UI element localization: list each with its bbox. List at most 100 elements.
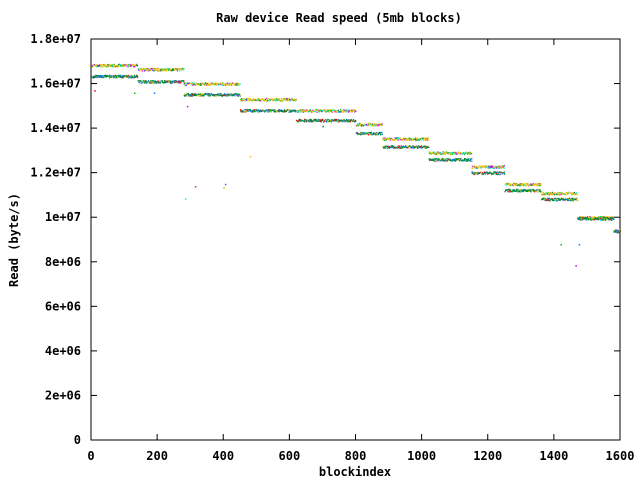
- data-point: [223, 93, 226, 95]
- data-point: [200, 84, 202, 86]
- data-point: [222, 83, 224, 85]
- data-point: [597, 218, 599, 220]
- data-point: [571, 200, 573, 202]
- data-point: [361, 132, 363, 134]
- data-point: [286, 100, 288, 102]
- data-point: [183, 94, 185, 97]
- data-point: [453, 160, 455, 162]
- data-point: [487, 173, 489, 175]
- data-point: [131, 75, 133, 77]
- data-point: [497, 172, 499, 174]
- data-point: [332, 119, 334, 121]
- data-point: [320, 120, 322, 122]
- data-point: [114, 76, 116, 79]
- data-point: [198, 95, 200, 97]
- data-point: [610, 216, 612, 219]
- data-point: [208, 84, 211, 86]
- data-point: [363, 132, 365, 134]
- data-point: [353, 110, 355, 112]
- data-point: [504, 184, 506, 186]
- data-point: [175, 81, 177, 83]
- data-point: [102, 76, 104, 78]
- data-point: [113, 66, 115, 68]
- data-point: [414, 137, 416, 139]
- data-point: [152, 68, 155, 70]
- data-point: [567, 192, 569, 194]
- data-point: [122, 64, 124, 66]
- data-point: [488, 165, 490, 167]
- data-point: [447, 151, 449, 154]
- data-point: [256, 98, 258, 100]
- data-point: [366, 123, 368, 125]
- data-point: [242, 98, 244, 100]
- data-point: [610, 219, 613, 221]
- data-point: [430, 153, 433, 155]
- data-point: [459, 152, 461, 155]
- data-point: [100, 77, 102, 79]
- data-point: [384, 137, 386, 139]
- data-point: [248, 110, 250, 112]
- data-point: [520, 183, 522, 185]
- data-point: [463, 152, 465, 154]
- data-point: [146, 69, 148, 72]
- data-point: [170, 69, 172, 71]
- data-point: [128, 76, 130, 78]
- data-point: [412, 145, 414, 147]
- data-point: [307, 110, 309, 112]
- data-point: [340, 119, 342, 121]
- data-point: [244, 109, 247, 111]
- data-point: [385, 139, 387, 141]
- data-point: [317, 110, 319, 112]
- data-point: [151, 82, 154, 84]
- data-point: [546, 192, 548, 194]
- data-point: [304, 119, 306, 121]
- data-point: [308, 121, 310, 123]
- data-point: [499, 166, 501, 168]
- data-point: [291, 98, 293, 100]
- data-point: [192, 84, 195, 86]
- data-point: [211, 94, 213, 96]
- data-point: [481, 172, 484, 174]
- data-point: [317, 120, 319, 122]
- data-point: [238, 84, 240, 86]
- data-point: [254, 98, 256, 100]
- data-point: [119, 76, 121, 78]
- data-point: [335, 111, 337, 113]
- data-point: [558, 194, 560, 196]
- data-point: [545, 192, 547, 194]
- data-point: [522, 191, 524, 193]
- data-point: [579, 219, 582, 221]
- data-point: [148, 69, 150, 71]
- data-point: [420, 139, 423, 141]
- data-point: [371, 134, 373, 136]
- data-point: [274, 99, 276, 101]
- data-point: [193, 82, 195, 84]
- data-point: [271, 98, 273, 100]
- data-point: [516, 185, 518, 187]
- data-point: [302, 110, 304, 112]
- data-point: [411, 138, 413, 140]
- data-point: [460, 151, 462, 154]
- data-point: [569, 192, 571, 194]
- data-point: [243, 111, 245, 113]
- data-point: [573, 191, 575, 194]
- data-point: [220, 83, 222, 85]
- data-point: [184, 95, 187, 97]
- data-point: [351, 111, 354, 113]
- data-point: [538, 189, 540, 191]
- data-point: [583, 216, 585, 218]
- data-point: [538, 183, 540, 185]
- data-point: [575, 199, 577, 201]
- data-point: [170, 82, 172, 84]
- data-point: [125, 74, 127, 76]
- data-point: [602, 217, 604, 219]
- data-point: [474, 172, 476, 174]
- data-point: [587, 217, 589, 219]
- data-point: [504, 173, 506, 175]
- data-point: [418, 146, 420, 149]
- data-point: [559, 198, 561, 200]
- data-point: [288, 97, 290, 100]
- data-point: [395, 139, 398, 141]
- data-point: [299, 119, 301, 121]
